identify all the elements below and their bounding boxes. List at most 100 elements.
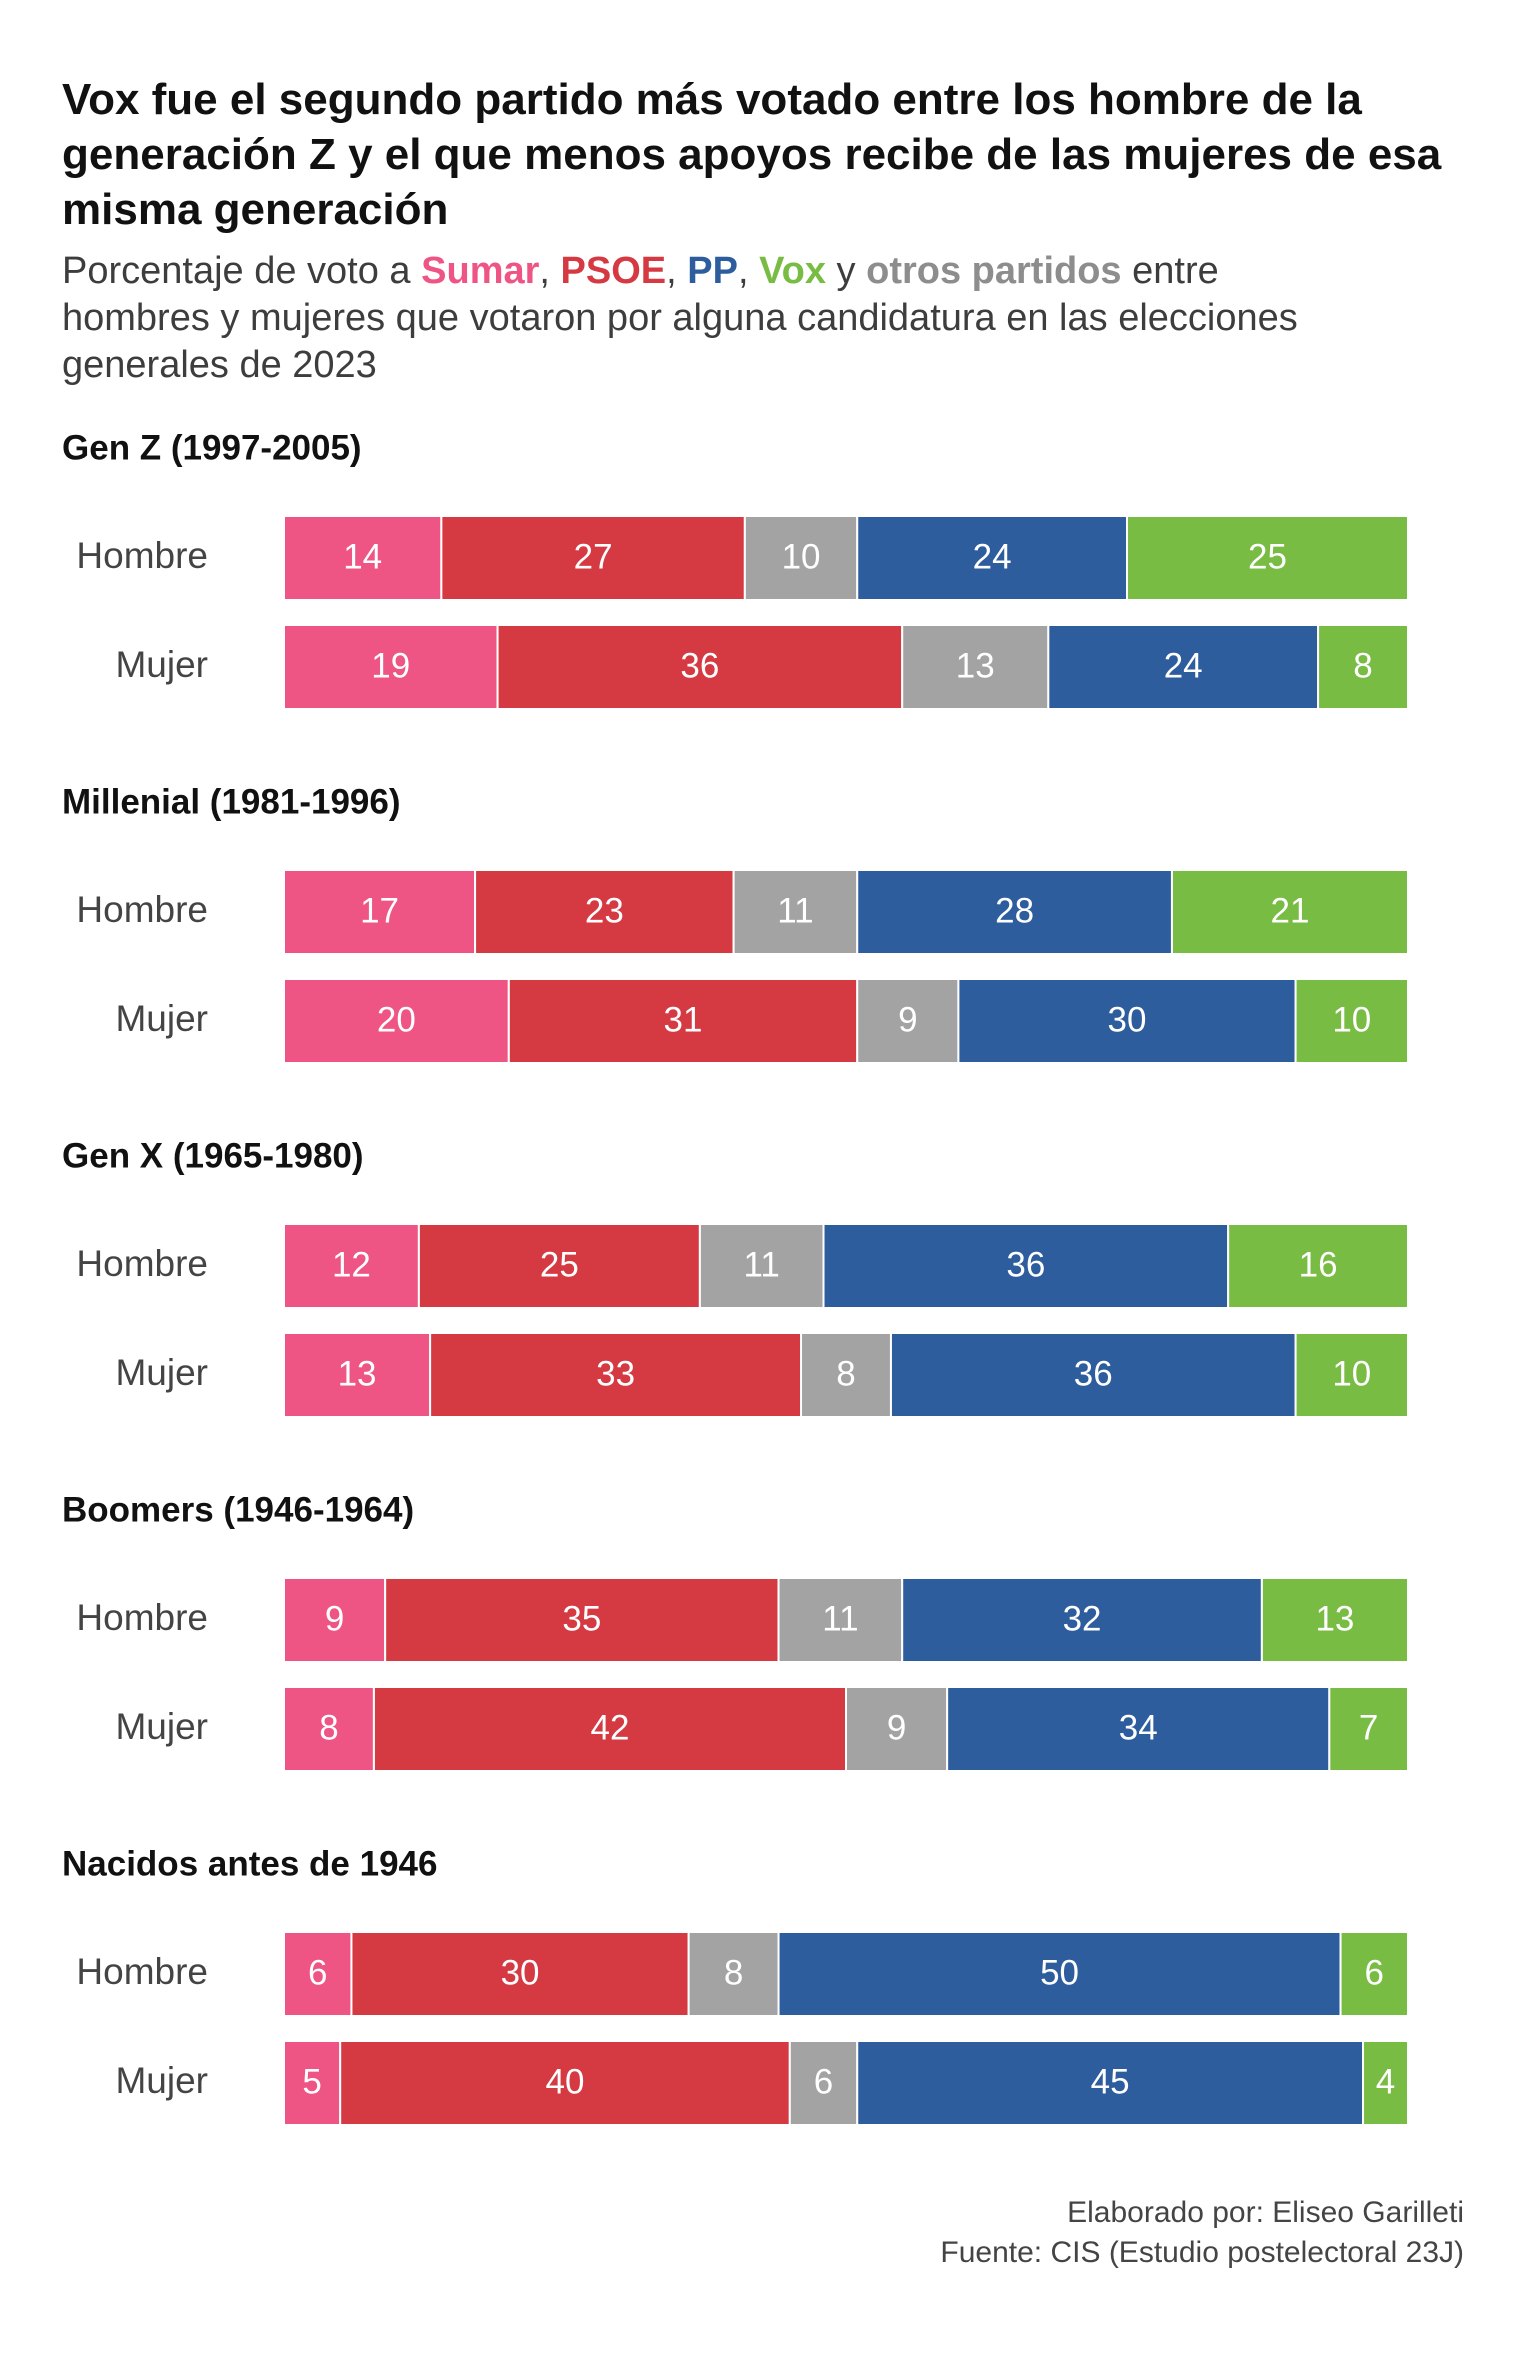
bar-segment-sumar xyxy=(283,978,510,1064)
data-label: 30 xyxy=(1108,1000,1147,1039)
bar-segment-psoe xyxy=(339,2040,791,2126)
bar-segment-vox xyxy=(1227,1223,1410,1309)
bar-segment-vox xyxy=(1362,2040,1410,2126)
bar-segment-pp xyxy=(901,1577,1263,1663)
data-label: 9 xyxy=(887,1708,906,1747)
bar-segment-psoe xyxy=(350,1931,690,2017)
bar-segment-otros-partidos xyxy=(732,869,859,955)
bar-segment-sumar xyxy=(283,1332,432,1418)
row-label-mujer: Mujer xyxy=(115,1352,208,1393)
data-label: 36 xyxy=(680,646,719,685)
data-label: 42 xyxy=(590,1708,629,1747)
row-label-mujer: Mujer xyxy=(115,644,208,685)
data-label: 10 xyxy=(1332,1000,1371,1039)
bar-segment-otros-partidos xyxy=(743,515,859,601)
data-label: 13 xyxy=(1315,1599,1354,1638)
data-label: 7 xyxy=(1359,1708,1378,1747)
bar-segment-vox xyxy=(1170,869,1409,955)
chart-title: Vox fue el segundo partido más votado en… xyxy=(62,75,1442,234)
bar-segment-otros-partidos xyxy=(856,978,960,1064)
data-label: 36 xyxy=(1074,1354,1113,1393)
data-label: 5 xyxy=(302,2062,321,2101)
row-label-mujer: Mujer xyxy=(115,998,208,1039)
bar-segment-vox xyxy=(1317,624,1409,710)
data-label: 4 xyxy=(1376,2062,1395,2101)
subtitle-separator: , xyxy=(666,250,688,292)
bar-segment-psoe xyxy=(429,1332,803,1418)
bar-segment-vox xyxy=(1126,515,1409,601)
row-label-mujer: Mujer xyxy=(115,2060,208,2101)
bar-segment-psoe xyxy=(440,515,746,601)
legend-psoe: PSOE xyxy=(560,250,667,292)
legend-sumar: Sumar xyxy=(421,250,540,292)
data-label: 24 xyxy=(1164,646,1203,685)
data-label: 21 xyxy=(1271,891,1310,930)
bar-segment-psoe xyxy=(417,1223,701,1309)
row-label-hombre: Hombre xyxy=(76,1951,208,1992)
row-label-mujer: Mujer xyxy=(115,1706,208,1747)
bar-segment-psoe xyxy=(372,1686,847,1772)
data-label: 13 xyxy=(956,646,995,685)
data-label: 23 xyxy=(585,891,624,930)
data-label: 28 xyxy=(995,891,1034,930)
legend-pp: PP xyxy=(687,250,738,292)
data-label: 6 xyxy=(1365,1953,1384,1992)
row-label-hombre: Hombre xyxy=(76,1243,208,1284)
data-label: 9 xyxy=(898,1000,917,1039)
data-label: 32 xyxy=(1063,1599,1102,1638)
group-title: Boomers (1946-1964) xyxy=(62,1490,414,1529)
bar-segment-sumar xyxy=(283,1223,420,1309)
bar-segment-vox xyxy=(1294,978,1409,1064)
data-label: 8 xyxy=(1353,646,1372,685)
bar-segment-sumar xyxy=(283,515,443,601)
data-label: 13 xyxy=(338,1354,377,1393)
subtitle-separator: , xyxy=(539,250,561,292)
chart-footer: Elaborado por: Eliseo Garilleti Fuente: … xyxy=(940,2193,1464,2273)
subtitle-suffix: entre hombres y mujeres que votaron por … xyxy=(62,250,1298,386)
data-label: 6 xyxy=(814,2062,833,2101)
bar-segment-psoe xyxy=(507,978,859,1064)
group-title: Millenial (1981-1996) xyxy=(62,782,401,821)
bar-segment-sumar xyxy=(283,869,477,955)
data-label: 36 xyxy=(1006,1245,1045,1284)
data-label: 8 xyxy=(319,1708,338,1747)
bar-segment-sumar xyxy=(283,624,499,710)
bar-segment-pp xyxy=(856,2040,1365,2126)
group-title: Gen Z (1997-2005) xyxy=(62,428,362,467)
data-label: 27 xyxy=(574,537,613,576)
legend-otros-partidos: otros partidos xyxy=(866,250,1122,292)
row-label-hombre: Hombre xyxy=(76,1597,208,1638)
data-label: 24 xyxy=(973,537,1012,576)
chart-subtitle: Porcentaje de voto a Sumar, PSOE, PP, Vo… xyxy=(62,248,1362,389)
group-title: Nacidos antes de 1946 xyxy=(62,1844,437,1883)
bar-segment-otros-partidos xyxy=(777,1577,904,1663)
bar-segment-sumar xyxy=(283,1686,375,1772)
data-label: 8 xyxy=(836,1354,855,1393)
data-label: 33 xyxy=(596,1354,635,1393)
bar-segment-pp xyxy=(822,1223,1230,1309)
data-label: 11 xyxy=(822,1599,858,1638)
bar-segment-psoe xyxy=(474,869,735,955)
bar-segment-sumar xyxy=(283,2040,342,2126)
bar-segment-otros-partidos xyxy=(800,1332,892,1418)
data-label: 9 xyxy=(325,1599,344,1638)
group-title: Gen X (1965-1980) xyxy=(62,1136,364,1175)
data-label: 31 xyxy=(664,1000,703,1039)
bar-segment-pp xyxy=(856,869,1173,955)
source-text: Fuente: CIS (Estudio postelectoral 23J) xyxy=(940,2236,1464,2269)
data-label: 10 xyxy=(782,537,821,576)
bar-segment-vox xyxy=(1339,1931,1410,2017)
data-label: 40 xyxy=(546,2062,585,2101)
bar-segment-sumar xyxy=(283,1577,387,1663)
data-label: 34 xyxy=(1119,1708,1158,1747)
bar-segment-vox xyxy=(1260,1577,1409,1663)
row-label-hombre: Hombre xyxy=(76,535,208,576)
data-label: 14 xyxy=(343,537,382,576)
subtitle-prefix: Porcentaje de voto a xyxy=(62,250,422,292)
row-label-hombre: Hombre xyxy=(76,889,208,930)
credit-text: Elaborado por: Eliseo Garilleti xyxy=(1067,2196,1464,2229)
bar-segment-pp xyxy=(957,978,1297,1064)
bar-segment-otros-partidos xyxy=(687,1931,780,2017)
data-label: 11 xyxy=(777,891,813,930)
